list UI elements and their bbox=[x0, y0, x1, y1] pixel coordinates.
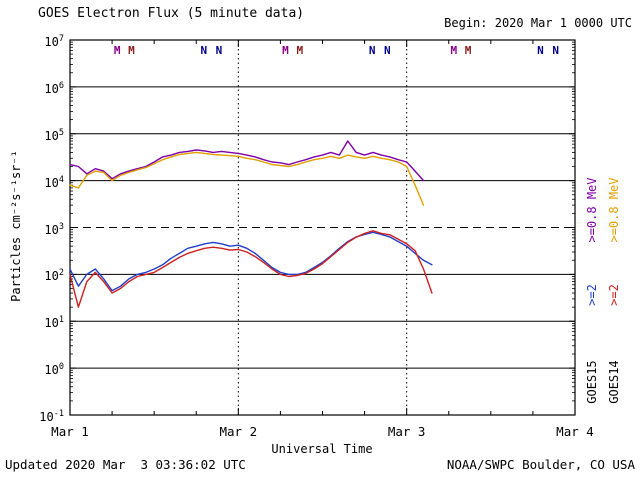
satellite-noon-marker: N bbox=[201, 44, 208, 57]
legend-goes14-energy-2mev: >=2 bbox=[607, 284, 621, 306]
series-goes15-2-mev bbox=[69, 231, 433, 292]
legend-goes15-satellite: GOES15 bbox=[585, 360, 599, 404]
satellite-midnight-marker: M bbox=[114, 44, 121, 57]
legend-goes14-energy-0.8mev: >=0.8 MeV bbox=[607, 177, 621, 243]
legend-goes14-satellite: GOES14 bbox=[607, 360, 621, 404]
series-goes14-2-mev bbox=[69, 230, 433, 308]
series-goes15-0-8-mev bbox=[69, 140, 425, 182]
satellite-noon-marker: N bbox=[552, 44, 559, 57]
begin-time-label: Begin: 2020 Mar 1 0000 UTC bbox=[444, 16, 632, 30]
satellite-midnight-marker: M bbox=[296, 44, 303, 57]
satellite-midnight-marker: M bbox=[465, 44, 472, 57]
plot-border bbox=[69, 39, 576, 416]
x-axis-label: Universal Time bbox=[271, 442, 373, 456]
satellite-noon-marker: N bbox=[216, 44, 223, 57]
legend-goes15-energy-0.8mev: >=0.8 MeV bbox=[585, 177, 599, 243]
satellite-noon-marker: N bbox=[537, 44, 544, 57]
updated-timestamp: Updated 2020 Mar 3 03:36:02 UTC bbox=[5, 457, 246, 472]
satellite-noon-marker: N bbox=[369, 44, 376, 57]
series-goes14-0-8-mev bbox=[69, 151, 425, 206]
satellite-midnight-marker: M bbox=[450, 44, 457, 57]
legend-goes15-energy-2mev: >=2 bbox=[585, 284, 599, 306]
satellite-midnight-marker: M bbox=[282, 44, 289, 57]
chart-title: GOES Electron Flux (5 minute data) bbox=[38, 6, 305, 21]
satellite-midnight-marker: M bbox=[128, 44, 135, 57]
satellite-noon-marker: N bbox=[384, 44, 391, 57]
credit-label: NOAA/SWPC Boulder, CO USA bbox=[446, 457, 635, 472]
